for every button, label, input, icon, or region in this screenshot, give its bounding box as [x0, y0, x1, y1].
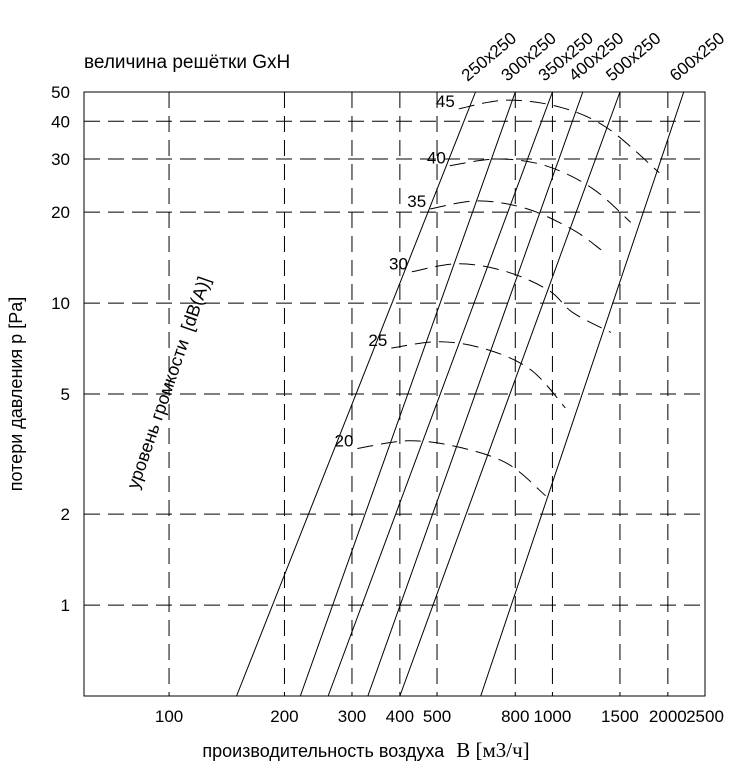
grille-line-250x250 [236, 91, 476, 697]
x-tick-label: 100 [155, 707, 183, 726]
y-tick-label: 5 [61, 385, 70, 404]
noise-curve-35 [430, 200, 602, 251]
x-tick-label: 1000 [534, 707, 572, 726]
noise-curve-label: 25 [368, 331, 387, 350]
chart-title: величина решётки GxH [84, 52, 290, 73]
x-tick-label: 2000 [649, 707, 687, 726]
y-tick-label: 40 [51, 112, 70, 131]
y-tick-label: 50 [51, 83, 70, 102]
grille-line-400x250 [367, 91, 584, 697]
noise-curve-40 [449, 158, 632, 223]
plot-frame [83, 91, 706, 697]
noise-curve-label: 30 [389, 255, 408, 274]
grille-line-350x250 [327, 91, 553, 697]
grille-line-300x250 [299, 91, 516, 697]
x-tick-label: 800 [501, 707, 529, 726]
noise-curve-30 [411, 263, 612, 333]
x-tick-label: 400 [386, 707, 414, 726]
x-axis-label-unit: B [м3/ч] [456, 738, 529, 762]
grid [84, 92, 705, 696]
grille-line-500x250 [399, 91, 621, 697]
noise-curve-20 [357, 440, 546, 497]
noise-curve-label: 20 [335, 431, 354, 450]
y-axis-label: потери давления p [Pa] [6, 297, 26, 491]
tick-labels: 100 200 300 400 500 800 1000 1500 2000 2500125102… [51, 83, 724, 726]
x-axis-label: производительность воздуха B [м3/ч] [202, 738, 529, 762]
noise-curves: 20 25 30 35 40 45 [335, 92, 660, 497]
x-tick-label: 2500 [686, 707, 724, 726]
x-tick-label: 200 [270, 707, 298, 726]
x-tick-label: 500 [423, 707, 451, 726]
noise-curve-45 [458, 99, 660, 174]
grille-label: 600x250 [666, 29, 728, 85]
grille-line-600x250 [480, 91, 685, 697]
x-tick-label: 1500 [601, 707, 639, 726]
y-tick-label: 10 [51, 294, 70, 313]
noise-curve-label: 35 [407, 192, 426, 211]
x-axis-label-main: производительность воздуха [202, 741, 445, 761]
noise-curve-25 [391, 341, 566, 409]
y-tick-label: 2 [61, 505, 70, 524]
x-tick-label: 300 [338, 707, 366, 726]
y-tick-label: 30 [51, 150, 70, 169]
y-tick-label: 20 [51, 203, 70, 222]
noise-curve-label: 40 [427, 149, 446, 168]
y-tick-label: 1 [61, 596, 70, 615]
noise-curve-label: 45 [436, 92, 455, 111]
